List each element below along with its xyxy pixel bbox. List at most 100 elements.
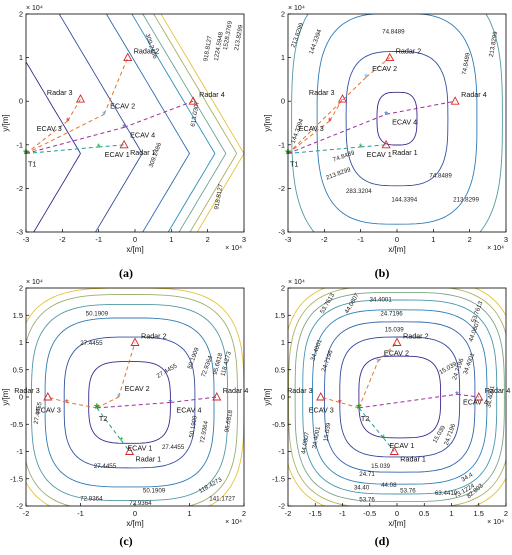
caption-b: (b)	[362, 266, 402, 281]
y-axis-label: y/[m]	[263, 388, 272, 405]
contour-label: 27.4455	[80, 340, 103, 347]
x-tick-label: -2	[59, 235, 66, 244]
ecav-marker: *	[338, 398, 342, 409]
x-exponent: × 10⁴	[225, 245, 242, 252]
panel-c: 27.445527.445527.445527.445527.445550.19…	[1, 279, 248, 528]
y-tick-label: 0	[281, 97, 285, 106]
radar-label: Radar 3	[47, 88, 73, 97]
panel-b: 74.848974.848974.8489144.3394144.3394144…	[259, 0, 512, 301]
x-tick-label: -1	[357, 235, 364, 244]
contour-label: 74.8489	[382, 29, 405, 36]
plot-area	[26, 288, 244, 506]
contour-label: 27.4455	[94, 463, 117, 470]
x-tick-label: -2	[285, 509, 292, 518]
x-tick-label: 1.5	[474, 509, 484, 518]
radar-label: Radar 3	[287, 386, 313, 395]
contour-label: 141.1727	[209, 496, 235, 503]
y-exponent: × 10⁴	[288, 279, 305, 286]
y-tick-label: 1	[281, 338, 285, 347]
y-tick-label: -1	[16, 140, 23, 149]
y-axis-label: y/[m]	[1, 114, 10, 131]
y-tick-label: -2	[278, 184, 285, 193]
y-tick-label: 2	[19, 284, 23, 293]
contour-label: 72.9364	[80, 496, 103, 503]
x-tick-label: 0	[395, 509, 399, 518]
contour-label: 24.71	[359, 471, 375, 478]
y-tick-label: -3	[16, 228, 23, 237]
y-tick-label: 2	[281, 284, 285, 293]
ecav-label: ECAV 1	[389, 441, 414, 450]
y-exponent: × 10⁴	[288, 5, 305, 12]
x-tick-label: 1	[449, 509, 453, 518]
ecav-marker: *	[66, 116, 70, 127]
radar-label: Radar 2	[396, 47, 422, 56]
x-tick-label: 0.5	[419, 509, 429, 518]
radar-label: Radar 2	[141, 332, 167, 341]
radar-label: Radar 1	[130, 148, 156, 157]
y-tick-label: -1.5	[10, 474, 23, 483]
radar-label: Radar 4	[461, 90, 487, 99]
ecav-marker: *	[359, 142, 363, 153]
y-tick-label: 1	[281, 53, 285, 62]
x-tick-label: -3	[23, 235, 30, 244]
ecav-marker: *	[119, 436, 123, 447]
caption-d: (d)	[362, 534, 402, 549]
contour-label: 53.76	[400, 487, 416, 494]
ecav-marker: *	[102, 110, 106, 121]
ecav-label: ECAV 1	[367, 150, 392, 159]
x-tick-label: 0	[395, 235, 399, 244]
y-tick-label: -2	[16, 184, 23, 193]
y-tick-label: -1	[278, 447, 285, 456]
ecav-label: ECAV 2	[384, 349, 409, 358]
contour-label: 50.1909	[86, 310, 109, 317]
x-tick-label: 2	[468, 235, 472, 244]
ecav-label: ECAV 1	[127, 444, 152, 453]
contour-label: 34.40	[354, 485, 370, 492]
x-tick-label: 3	[504, 235, 508, 244]
y-tick-label: 1.5	[13, 311, 23, 320]
caption-c: (c)	[106, 534, 146, 549]
contour-label: 27.4455	[162, 444, 185, 451]
x-axis-label: x/[m]	[388, 519, 405, 528]
y-tick-label: -2	[278, 502, 285, 511]
y-exponent: × 10⁴	[26, 5, 43, 12]
contour-label: 44.08	[381, 482, 397, 489]
target-label: T2	[361, 414, 369, 423]
x-tick-label: 1	[169, 235, 173, 244]
ecav-label: ECAV 4	[463, 397, 488, 406]
x-tick-label: 2	[504, 509, 508, 518]
y-tick-label: -1.5	[272, 474, 285, 483]
target-label: T1	[290, 160, 298, 169]
y-exponent: × 10⁴	[26, 279, 43, 286]
ecav-label: ECAV 2	[125, 384, 150, 393]
radar-label: Radar 1	[400, 455, 426, 464]
radar-label: Radar 2	[134, 47, 160, 56]
x-tick-label: 0	[133, 235, 137, 244]
contour-label: 34.4001	[369, 297, 392, 304]
y-tick-label: 2	[281, 10, 285, 19]
radar-label: Radar 2	[403, 332, 429, 341]
y-axis-label: y/[m]	[263, 114, 272, 131]
radar-label: Radar 4	[199, 90, 225, 99]
y-tick-label: -2	[16, 502, 23, 511]
radar-label: Radar 3	[309, 88, 335, 97]
radar-label: Radar 4	[485, 386, 511, 395]
y-tick-label: 0.5	[275, 365, 285, 374]
ecav-marker: *	[455, 390, 459, 401]
ecav-label: ECAV 2	[110, 101, 135, 110]
ecav-marker: *	[97, 142, 101, 153]
x-tick-label: 3	[242, 235, 246, 244]
x-tick-label: 0	[133, 509, 137, 518]
caption-a: (a)	[106, 266, 146, 281]
ecav-marker: *	[364, 73, 368, 84]
y-tick-label: -0.5	[272, 420, 285, 429]
ecav-marker: *	[328, 116, 332, 127]
y-tick-label: -3	[278, 228, 285, 237]
ecav-label: ECAV 4	[392, 117, 417, 126]
radar-label: Radar 4	[223, 386, 249, 395]
y-tick-label: -1	[278, 140, 285, 149]
x-exponent: × 10⁴	[487, 245, 504, 252]
